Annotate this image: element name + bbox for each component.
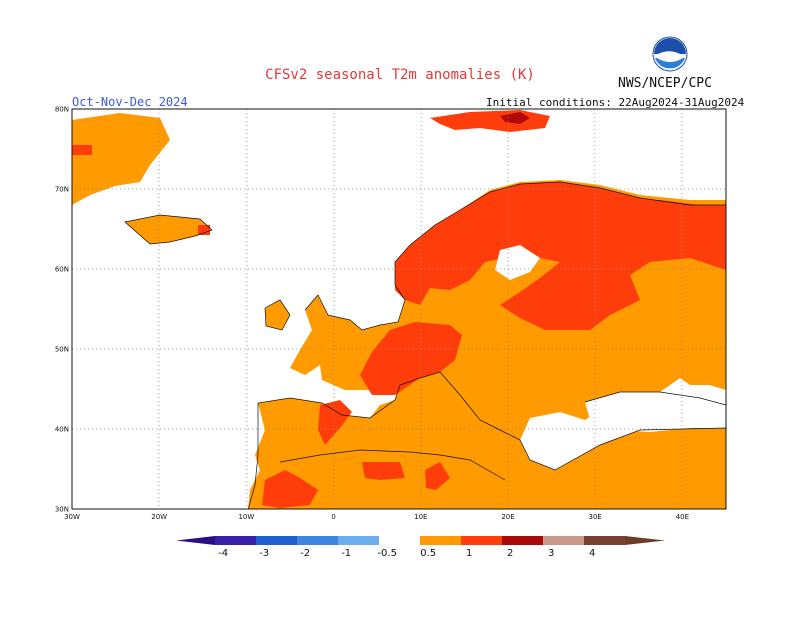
lat-tick-label: 60N [55,266,69,274]
lat-tick-label: 40N [55,426,69,434]
anomaly-region-iceland-red [198,225,210,235]
lat-tick-labels: 30N 40N 50N 60N 70N 80N [55,106,69,514]
lon-tick-label: 30E [589,513,602,521]
colorbar-label: -0.5 [377,548,397,559]
colorbar-left-triangle [176,536,215,545]
anomaly-region-baltic-white [495,245,540,280]
colorbar-label: -3 [259,548,269,559]
colorbar-bin [543,536,584,545]
lon-tick-label: 10E [414,513,427,521]
lon-tick-label: 40E [676,513,689,521]
anomaly-region-central-europe [360,322,462,395]
colorbar-bin [461,536,502,545]
plot-frame [71,108,727,510]
colorbar-bin [502,536,543,545]
lon-tick-label: 30W [64,513,80,521]
gridlines [72,109,726,509]
colorbar: -4 -3 -2 -1 -0.5 0.5 1 2 3 4 [176,536,665,559]
colorbar-label: 0.5 [420,548,436,559]
lon-tick-labels: 30W 20W 10W 0 10E 20E 30E 40E [64,513,689,521]
agency-label: NWS/NCEP/CPC [618,76,712,91]
colorbar-label: 1 [466,548,472,559]
colorbar-label: -2 [300,548,310,559]
chart-title: CFSv2 seasonal T2m anomalies (K) [265,67,535,83]
anomaly-region-ireland [265,300,290,330]
colorbar-bin [297,536,338,545]
lat-tick-label: 80N [55,106,69,114]
colorbar-label: 3 [548,548,554,559]
anomaly-region-iberia-east [318,400,352,445]
anomaly-fill-layer [72,110,726,509]
colorbar-right-triangle [625,536,665,545]
anomaly-region-greenland [72,113,170,205]
colorbar-label: 4 [589,548,595,559]
lon-tick-label: 20W [151,513,167,521]
anomaly-region-russia-red [630,200,726,235]
anomaly-region-svalbard-dark [500,112,530,124]
lat-tick-label: 50N [55,346,69,354]
lon-tick-label: 20E [501,513,514,521]
noaa-logo-icon [652,36,688,72]
lat-tick-label: 70N [55,186,69,194]
initial-conditions-label: Initial conditions: 22Aug2024-31Aug2024 [486,96,745,109]
colorbar-bin [256,536,297,545]
lon-tick-label: 10W [238,513,254,521]
anomaly-region-libya [425,462,450,490]
anomaly-region-morocco [262,470,318,508]
anomaly-region-algeria [362,462,405,480]
anomaly-region-black-sea-white [585,392,726,432]
anomaly-region-greenland-red [72,145,92,155]
colorbar-label: 2 [507,548,513,559]
coastlines [124,181,726,509]
colorbar-bin [338,536,379,545]
colorbar-bin [584,536,625,545]
lat-tick-label: 30N [55,506,69,514]
colorbar-label: -4 [218,548,228,559]
colorbar-bin [379,536,420,545]
lon-tick-label: 0 [331,513,335,521]
season-label: Oct-Nov-Dec 2024 [72,95,188,109]
colorbar-bin [215,536,256,545]
anomaly-region-iceland [125,215,212,244]
colorbar-bin [420,536,461,545]
colorbar-label: -1 [341,548,351,559]
